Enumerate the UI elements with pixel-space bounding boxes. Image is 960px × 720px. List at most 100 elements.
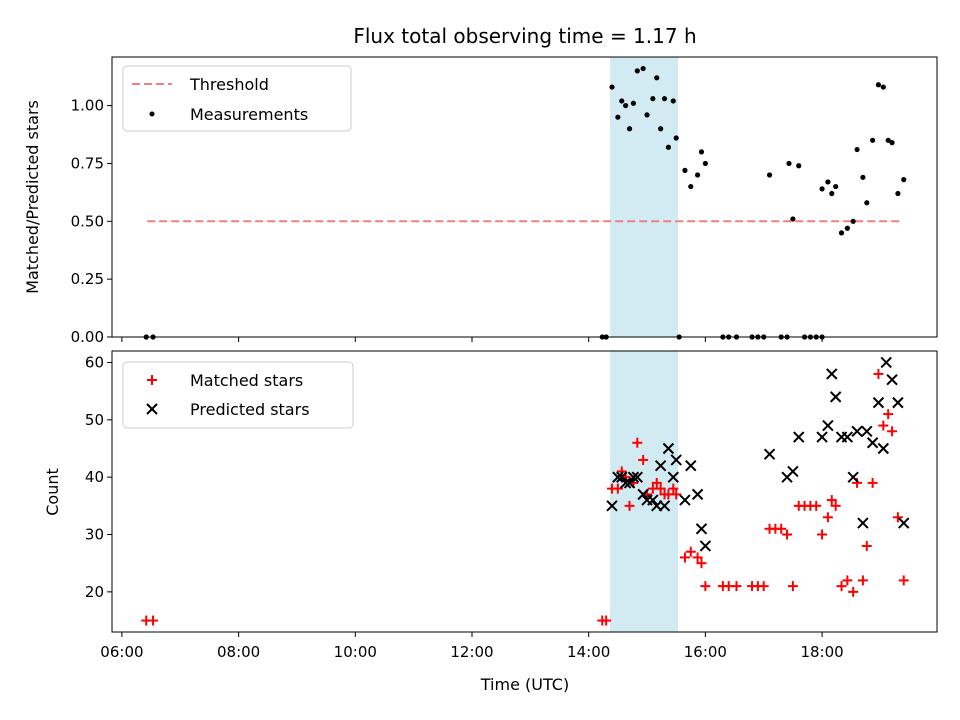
predicted-point-b (886, 373, 898, 386)
top-y-tick-label: 0.50 (71, 212, 104, 230)
x-tick-label: 16:00 (684, 643, 727, 661)
predicted-point (822, 419, 834, 432)
matched-point (148, 615, 159, 626)
matched-point (671, 489, 682, 500)
x-tick-label: 18:00 (800, 643, 843, 661)
bottom-x-axis: 06:00 08:00 10:00 12:00 14:00 16:00 18:00 (100, 632, 844, 661)
measurement-point (619, 98, 625, 104)
matched-point (883, 409, 894, 420)
predicted-point-b (631, 471, 644, 483)
measurement-point (875, 82, 882, 88)
bottom-y-tick-label: 50 (85, 411, 104, 429)
bottom-legend-box (122, 361, 354, 429)
predicted-point (612, 471, 624, 483)
measurement-point (630, 100, 637, 106)
x-tick-label: 06:00 (100, 643, 143, 661)
x-tick-label: 12:00 (450, 643, 493, 661)
measurement-point (790, 216, 796, 222)
matched-point (731, 581, 742, 592)
predicted-point-b (647, 494, 659, 506)
matched-point (612, 483, 623, 494)
predicted-point-b (658, 500, 671, 512)
predicted-point-b (662, 442, 675, 455)
measurement-point (640, 65, 646, 72)
matched-point (836, 581, 847, 592)
matched-point (692, 552, 703, 563)
predicted-point (685, 459, 697, 472)
measurement-point (889, 140, 895, 146)
predicted-point-b (847, 471, 859, 483)
predicted-point (631, 471, 644, 483)
bottom-y-axis-label: Count (43, 468, 62, 516)
top-y-tick-label: 0.00 (71, 328, 104, 346)
predicted-point-b (829, 391, 842, 403)
predicted-point (654, 459, 667, 472)
legend-predicted-swatch (146, 403, 158, 415)
measurement-point (698, 149, 705, 155)
measurement-point (670, 98, 676, 104)
predicted-point-b (872, 396, 885, 409)
predicted-point (787, 465, 799, 478)
predicted-point (861, 425, 873, 437)
top-axes-frame (111, 56, 938, 338)
matched-point (861, 540, 872, 551)
predicted-point-b (685, 459, 697, 472)
measurement-point (829, 190, 835, 197)
predicted-point (847, 471, 859, 483)
predicted-point-b (606, 500, 618, 512)
measurement-point (644, 112, 650, 118)
measurement-point (796, 163, 802, 169)
matched-point (822, 512, 833, 523)
predicted-point-b (841, 431, 854, 443)
bottom-plot-area (141, 356, 910, 626)
bottom-y-tick-label: 20 (85, 583, 104, 601)
predicted-point (816, 431, 828, 443)
matched-point (616, 466, 627, 477)
predicted-point (763, 448, 776, 460)
top-x-axis (121, 337, 823, 342)
predicted-point-b (816, 431, 828, 443)
predicted-point (667, 471, 679, 483)
predicted-point (699, 540, 712, 552)
matched-point (878, 420, 889, 431)
predicted-point (857, 517, 869, 529)
measurement-point (626, 126, 633, 132)
predicted-point-b (619, 477, 632, 489)
matched-point (624, 500, 635, 511)
legend-predicted-label: Predicted stars (190, 400, 310, 419)
predicted-point (616, 471, 628, 483)
predicted-point-b (612, 471, 624, 483)
predicted-point (886, 373, 898, 386)
predicted-point (679, 494, 691, 506)
measurement-point (673, 135, 679, 141)
measurement-point (609, 84, 615, 90)
predicted-point (898, 517, 910, 529)
top-observing-span (610, 57, 679, 337)
measurement-point (682, 167, 688, 173)
predicted-point-b (898, 517, 910, 529)
legend-measurements-label: Measurements (190, 105, 308, 124)
top-y-tick-label: 0.75 (71, 154, 104, 172)
measurement-point (786, 160, 792, 167)
predicted-point (647, 494, 659, 506)
predicted-point-b (695, 523, 708, 535)
predicted-point-b (880, 356, 892, 369)
bottom-legend: Matched stars Predicted stars (122, 361, 354, 429)
matched-point (782, 529, 793, 540)
predicted-point (851, 425, 863, 437)
measurement-point (694, 172, 701, 178)
predicted-point-b (826, 368, 838, 380)
top-legend-box (122, 65, 352, 132)
predicted-point-b (763, 448, 776, 460)
predicted-point (606, 500, 618, 512)
predicted-point-b (616, 471, 628, 483)
predicted-point-b (637, 488, 649, 501)
predicted-point-b (654, 459, 667, 472)
x-tick-label: 10:00 (334, 643, 377, 661)
measurement-point (838, 230, 845, 236)
predicted-point-b (670, 454, 682, 466)
matched-point (651, 477, 662, 488)
bottom-y-axis: 20 30 40 50 60 (85, 353, 112, 601)
measurement-point (901, 177, 907, 183)
